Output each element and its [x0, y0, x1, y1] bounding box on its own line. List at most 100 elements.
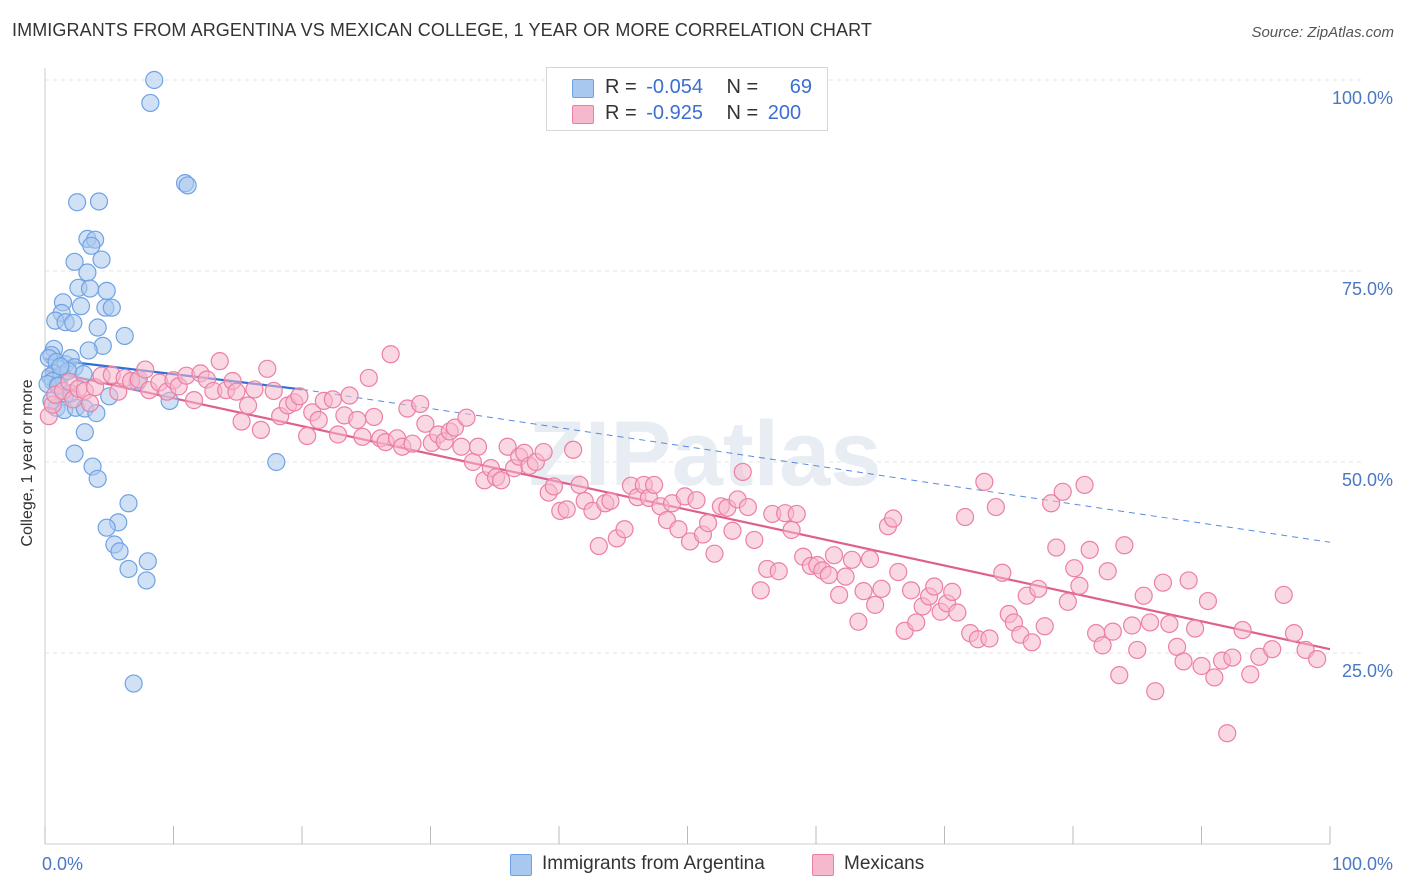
data-point [570, 475, 589, 495]
data-point [907, 613, 926, 632]
data-point [323, 390, 342, 409]
data-point [1263, 640, 1282, 659]
data-point [889, 562, 908, 582]
legend-row-argentina: R = -0.054 N = 69 [547, 75, 827, 101]
data-point [457, 408, 476, 427]
data-point [1134, 586, 1153, 605]
data-point [769, 562, 788, 581]
data-point [745, 530, 764, 550]
data-point [980, 629, 999, 648]
grid-lines [45, 79, 1365, 654]
data-point [1192, 656, 1211, 676]
data-point [1042, 494, 1061, 513]
data-point [51, 357, 70, 376]
data-point [1075, 475, 1094, 495]
data-point [328, 425, 348, 444]
data-point [872, 579, 891, 598]
trend-line-argentina-extension [301, 388, 1331, 543]
y-tick-label: 100.0% [1332, 88, 1393, 108]
data-point [836, 567, 855, 586]
data-point [948, 603, 967, 622]
data-point [258, 359, 277, 378]
data-point [416, 414, 435, 433]
data-point [669, 520, 688, 539]
data-point [1146, 682, 1165, 701]
data-point [353, 427, 372, 446]
data-point [138, 552, 157, 571]
data-point [1110, 666, 1129, 685]
legend-swatch-argentina [572, 79, 594, 98]
data-point [1128, 640, 1147, 660]
data-point [115, 326, 134, 346]
series-legend: Immigrants from Argentina Mexicans [0, 852, 1406, 878]
data-point [782, 520, 801, 540]
data-point [79, 341, 98, 360]
x-tick-label: 100.0% [1332, 854, 1393, 874]
data-point [290, 387, 309, 406]
data-point [925, 577, 944, 596]
data-point [955, 507, 975, 527]
y-tick-labels: 100.0% 75.0% 50.0% 25.0% [1332, 88, 1393, 681]
data-point [97, 281, 116, 300]
data-point [1029, 579, 1048, 598]
data-point [564, 440, 583, 459]
source-label: Source: ZipAtlas.com [1251, 24, 1394, 41]
data-point [498, 437, 517, 456]
data-point [1070, 576, 1089, 595]
data-point [1284, 624, 1304, 643]
data-point [854, 582, 873, 601]
data-point [1198, 591, 1218, 611]
data-points [38, 70, 1327, 743]
data-point [943, 582, 962, 601]
data-point [102, 298, 121, 317]
data-point [534, 442, 553, 462]
legend-n-label: N = [726, 76, 759, 98]
trend-line-mexicans [44, 369, 1331, 651]
data-point [403, 434, 422, 453]
legend-n-value: 200 [767, 102, 802, 124]
data-point [340, 386, 359, 405]
legend-label-argentina: Immigrants from Argentina [542, 853, 765, 874]
data-point [119, 559, 138, 579]
data-point [145, 70, 164, 90]
series-argentina [38, 70, 286, 693]
data-point [1174, 652, 1193, 671]
data-point [381, 345, 400, 364]
data-point [136, 360, 155, 379]
data-point [298, 426, 317, 446]
data-point [751, 581, 770, 600]
data-point [65, 252, 84, 271]
data-point [644, 475, 664, 495]
data-point [723, 521, 742, 540]
data-point [364, 407, 384, 427]
data-point [1123, 616, 1142, 635]
data-point [883, 509, 903, 528]
data-point [75, 423, 94, 442]
data-point [348, 410, 367, 430]
data-point [1058, 592, 1077, 611]
data-point [589, 536, 608, 556]
data-point [705, 544, 724, 563]
series-mexicans [39, 345, 1327, 743]
data-point [124, 674, 143, 693]
data-point [787, 504, 806, 524]
data-point [698, 514, 718, 533]
data-point [601, 491, 620, 511]
data-point [830, 585, 849, 605]
data-point [64, 313, 83, 333]
data-point [849, 612, 868, 631]
data-point [227, 382, 246, 401]
legend-r-value: -0.054 [646, 76, 703, 98]
data-point [1140, 613, 1160, 632]
data-point [359, 368, 378, 388]
data-point [184, 391, 204, 410]
data-point [1241, 665, 1260, 684]
chart-title: IMMIGRANTS FROM ARGENTINA VS MEXICAN COL… [12, 20, 872, 40]
data-point [1179, 571, 1198, 590]
data-point [80, 279, 100, 298]
data-point [824, 546, 844, 565]
data-point [210, 352, 229, 371]
data-point [1093, 636, 1112, 655]
data-point [92, 250, 111, 269]
data-point [88, 318, 107, 337]
